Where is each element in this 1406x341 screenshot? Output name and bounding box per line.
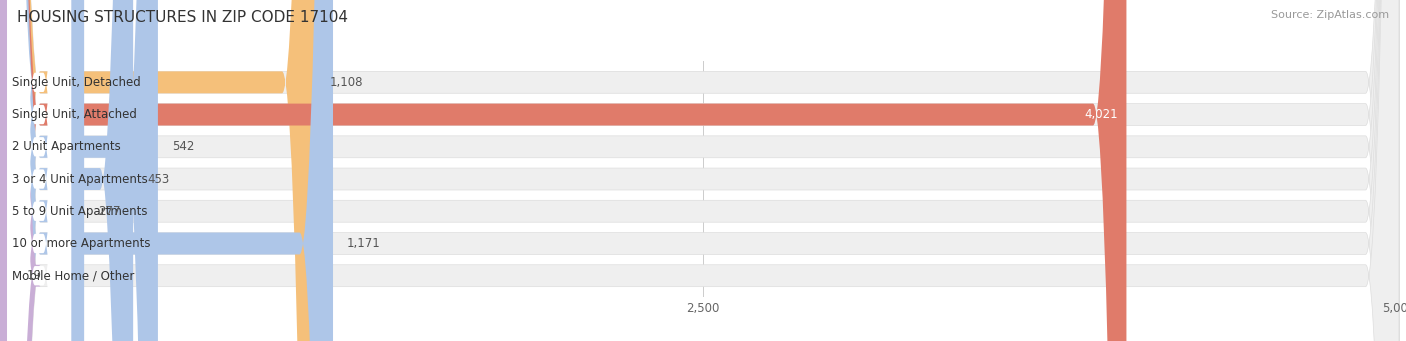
FancyBboxPatch shape bbox=[7, 0, 72, 341]
FancyBboxPatch shape bbox=[7, 0, 1399, 341]
FancyBboxPatch shape bbox=[0, 0, 41, 341]
Text: 277: 277 bbox=[98, 205, 121, 218]
Text: 3 or 4 Unit Apartments: 3 or 4 Unit Apartments bbox=[13, 173, 148, 186]
FancyBboxPatch shape bbox=[7, 0, 72, 341]
Text: 10 or more Apartments: 10 or more Apartments bbox=[13, 237, 150, 250]
FancyBboxPatch shape bbox=[7, 0, 72, 341]
Text: 5 to 9 Unit Apartments: 5 to 9 Unit Apartments bbox=[13, 205, 148, 218]
Text: 1,171: 1,171 bbox=[347, 237, 381, 250]
Text: Mobile Home / Other: Mobile Home / Other bbox=[13, 269, 135, 282]
FancyBboxPatch shape bbox=[7, 0, 1399, 341]
FancyBboxPatch shape bbox=[7, 0, 72, 341]
Text: Single Unit, Detached: Single Unit, Detached bbox=[13, 76, 141, 89]
Text: Source: ZipAtlas.com: Source: ZipAtlas.com bbox=[1271, 10, 1389, 20]
Text: HOUSING STRUCTURES IN ZIP CODE 17104: HOUSING STRUCTURES IN ZIP CODE 17104 bbox=[17, 10, 347, 25]
FancyBboxPatch shape bbox=[7, 0, 84, 341]
FancyBboxPatch shape bbox=[7, 0, 315, 341]
Text: Single Unit, Attached: Single Unit, Attached bbox=[13, 108, 136, 121]
FancyBboxPatch shape bbox=[7, 0, 157, 341]
FancyBboxPatch shape bbox=[7, 0, 1399, 341]
Text: 4,021: 4,021 bbox=[1084, 108, 1118, 121]
Text: 542: 542 bbox=[172, 140, 194, 153]
Text: 1,108: 1,108 bbox=[329, 76, 363, 89]
FancyBboxPatch shape bbox=[7, 0, 72, 341]
FancyBboxPatch shape bbox=[7, 0, 1399, 341]
FancyBboxPatch shape bbox=[7, 0, 1399, 341]
FancyBboxPatch shape bbox=[7, 0, 72, 341]
FancyBboxPatch shape bbox=[7, 0, 1399, 341]
Text: 19: 19 bbox=[27, 269, 41, 282]
FancyBboxPatch shape bbox=[7, 0, 1399, 341]
FancyBboxPatch shape bbox=[7, 0, 1126, 341]
Text: 2 Unit Apartments: 2 Unit Apartments bbox=[13, 140, 121, 153]
FancyBboxPatch shape bbox=[7, 0, 72, 341]
FancyBboxPatch shape bbox=[7, 0, 333, 341]
FancyBboxPatch shape bbox=[7, 0, 134, 341]
Text: 453: 453 bbox=[148, 173, 169, 186]
